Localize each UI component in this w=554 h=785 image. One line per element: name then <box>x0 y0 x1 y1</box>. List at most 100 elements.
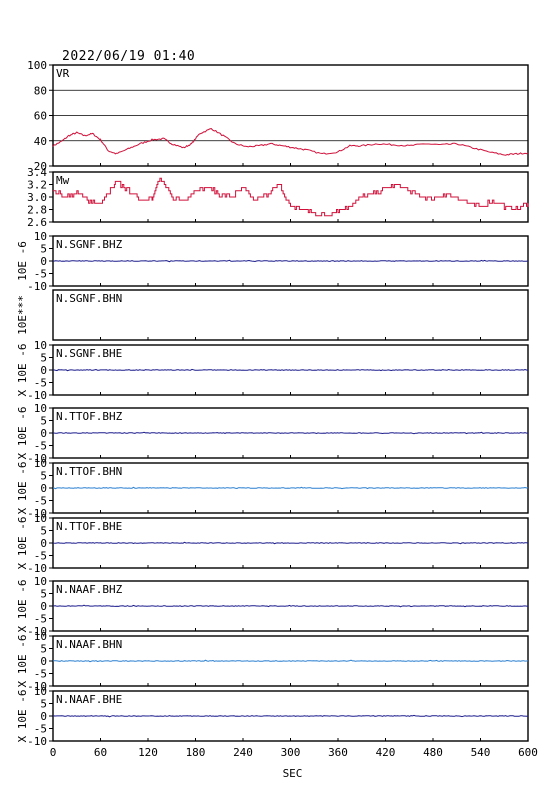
y-tick-label: 0 <box>40 364 47 377</box>
y-tick-label: -5 <box>34 377 47 390</box>
seismic-trace <box>52 659 529 663</box>
panel-label: N.TTOF.BHE <box>56 520 122 533</box>
y-tick-label: 40 <box>34 135 47 148</box>
panel-n-naaf-bhn <box>49 635 529 687</box>
panel-n-sgnf-bhe <box>49 344 529 396</box>
y-tick-label: -5 <box>34 613 47 626</box>
y-tick-label: 80 <box>34 84 47 97</box>
seismic-trace <box>52 714 529 718</box>
y-tick-label: 5 <box>40 243 47 256</box>
y-tick-label: 5 <box>40 470 47 483</box>
y-unit-label: 10E*** <box>16 295 29 335</box>
datetime-header: 2022/06/19 01:40 <box>62 49 196 64</box>
panel-label: N.NAAF.BHN <box>56 638 122 651</box>
x-tick-label: 180 <box>186 746 206 759</box>
y-tick-label: 5 <box>40 415 47 428</box>
x-tick-label: 240 <box>233 746 253 759</box>
panel-n-ttof-bhn <box>49 462 529 514</box>
data-line <box>53 177 529 217</box>
y-tick-label: -10 <box>27 507 47 520</box>
panel-n-sgnf-bhn <box>52 289 529 341</box>
y-tick-label: -5 <box>34 495 47 508</box>
y-unit-label: X 10E -6 <box>16 344 29 397</box>
y-tick-label: -5 <box>34 268 47 281</box>
y-unit-label: X 10E -6 <box>16 517 29 570</box>
y-tick-label: -10 <box>27 562 47 575</box>
y-tick-label: 10 <box>34 630 47 643</box>
y-tick-label: 10 <box>34 230 47 243</box>
data-line <box>52 128 529 156</box>
y-tick-label: 0 <box>40 710 47 723</box>
panel-label: N.TTOF.BHZ <box>56 410 123 423</box>
seismic-trace <box>53 431 529 435</box>
seismic-trace <box>52 541 529 545</box>
y-tick-label: 5 <box>40 643 47 656</box>
y-tick-label: -5 <box>34 550 47 563</box>
y-tick-label: 10 <box>34 457 47 470</box>
y-tick-label: 2.8 <box>27 204 47 217</box>
y-unit-label: X 10E -6 <box>16 407 29 460</box>
seismic-trace <box>53 486 529 490</box>
y-unit-label: X 10E -6 <box>16 462 29 515</box>
x-tick-label: 0 <box>50 746 57 759</box>
panel-n-naaf-bhz <box>49 580 529 632</box>
y-tick-label: -5 <box>34 668 47 681</box>
y-unit-label: X 10E -6 <box>16 580 29 633</box>
y-tick-label: 10 <box>34 512 47 525</box>
y-tick-label: 0 <box>40 537 47 550</box>
x-tick-label: 420 <box>376 746 396 759</box>
y-unit-label: X 10E -6 <box>16 690 29 743</box>
y-tick-label: -10 <box>27 280 47 293</box>
y-tick-label: -10 <box>27 680 47 693</box>
panel-label: N.SGNF.BHN <box>56 292 122 305</box>
y-tick-label: -10 <box>27 389 47 402</box>
x-tick-label: 360 <box>328 746 348 759</box>
y-tick-label: -10 <box>27 625 47 638</box>
y-tick-label: 10 <box>34 402 47 415</box>
seismic-trace <box>52 368 529 372</box>
panel-label: N.SGNF.BHZ <box>56 238 123 251</box>
y-tick-label: 5 <box>40 698 47 711</box>
y-tick-label: 0 <box>40 600 47 613</box>
x-tick-label: 480 <box>423 746 443 759</box>
y-tick-label: 0 <box>40 482 47 495</box>
y-tick-label: 3.2 <box>27 179 47 192</box>
y-tick-label: 5 <box>40 352 47 365</box>
x-tick-label: 60 <box>94 746 107 759</box>
y-tick-label: -5 <box>34 723 47 736</box>
panel-vr <box>49 64 529 167</box>
panel-n-ttof-bhe <box>49 517 529 569</box>
panel-mw <box>49 171 529 223</box>
y-tick-label: 60 <box>34 110 47 123</box>
y-tick-label: 10 <box>34 339 47 352</box>
panel-n-ttof-bhz <box>49 407 529 459</box>
panel-n-naaf-bhe <box>49 690 529 742</box>
panel-label: N.NAAF.BHE <box>56 693 122 706</box>
y-tick-label: 2.6 <box>27 216 47 229</box>
y-tick-label: 0 <box>40 255 47 268</box>
panel-label: N.TTOF.BHN <box>56 465 122 478</box>
y-tick-label: -10 <box>27 735 47 748</box>
seismic-trace <box>52 604 529 608</box>
panel-label: VR <box>56 67 70 80</box>
y-tick-label: 3.0 <box>27 191 47 204</box>
y-unit-label: 10E -6 <box>16 241 29 281</box>
x-tick-label: 600 <box>518 746 538 759</box>
panel-n-sgnf-bhz <box>49 235 529 287</box>
y-tick-label: 5 <box>40 525 47 538</box>
y-tick-label: 10 <box>34 575 47 588</box>
x-tick-label: 300 <box>281 746 301 759</box>
y-tick-label: 10 <box>34 685 47 698</box>
panel-frame <box>52 289 529 341</box>
y-tick-label: -10 <box>27 452 47 465</box>
x-tick-label: 120 <box>138 746 158 759</box>
x-tick-label: 540 <box>471 746 491 759</box>
panel-label: Mw <box>56 174 70 187</box>
y-tick-label: 100 <box>27 59 47 72</box>
panel-label: N.SGNF.BHE <box>56 347 122 360</box>
y-unit-label: X 10E -6 <box>16 635 29 688</box>
y-tick-label: 5 <box>40 588 47 601</box>
y-tick-label: 0 <box>40 655 47 668</box>
